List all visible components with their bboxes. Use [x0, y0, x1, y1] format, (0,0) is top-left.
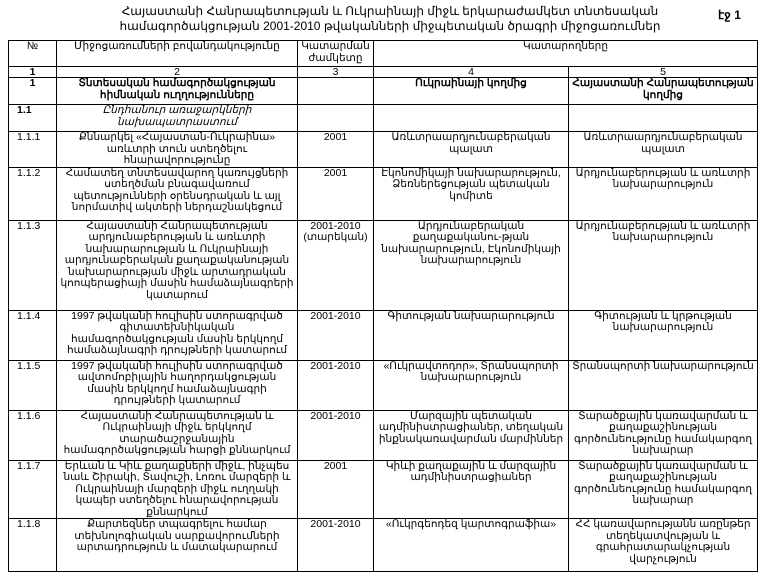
row-armenia-executor: Տարածքային կառավարման և քաղաքաշինության …	[568, 459, 758, 519]
measures-table: № Միջոցառումների բովանդակությունը Կատարմ…	[8, 40, 758, 572]
row-deadline: 2001	[297, 459, 374, 519]
row-deadline: 2001	[297, 131, 374, 168]
column-number: 2	[56, 66, 298, 78]
row-deadline: 2001-2010	[297, 518, 374, 572]
row-num: 1.1.4	[8, 309, 57, 361]
table-row: 1.1.3 Հայաստանի Հանրապետության արդյունաբե…	[8, 219, 758, 311]
row-ukraine-executor: Մարզային պետական ադմինիստրացիաներ, տեղակ…	[373, 409, 569, 461]
subsection-content: Ընդհանուր առաջարկների նախապատրաստում	[56, 104, 298, 132]
row-ukraine-executor: «Ուկրգեոդեզ կարտոգրաֆիա»	[373, 518, 569, 572]
column-number: 5	[568, 66, 758, 78]
row-content: Քարտեզներ տպագրելու համար տեխնոլոգիական …	[56, 518, 298, 572]
section-num: 1	[8, 77, 57, 105]
row-armenia-executor: Տարածքային կառավարման և քաղաքաշինության …	[568, 409, 758, 461]
header-deadline: Կատարման ժամկետը	[297, 40, 374, 67]
row-content: Երևան և Կիև քաղաքների միջև, ինչպես նաև Շ…	[56, 459, 298, 519]
row-deadline: 2001-2010	[297, 409, 374, 461]
table-row: 1.1.4 1997 թվականի հուլիսին ստորագրված գի…	[8, 309, 758, 361]
row-deadline: 2001	[297, 166, 374, 221]
row-content: Հայաստանի Հանրապետության և Ուկրաինայի մի…	[56, 409, 298, 461]
empty-cell	[373, 104, 569, 132]
row-ukraine-executor: Էկոնոմիկայի նախարարություն, Ձեռներեցությ…	[373, 166, 569, 221]
row-armenia-executor: Արդյունաբերության և առևտրի նախարարությու…	[568, 219, 758, 311]
empty-cell	[297, 104, 374, 132]
row-armenia-executor: Տրանսպորտի նախարարություն	[568, 359, 758, 411]
page-label: էջ 1	[718, 8, 741, 22]
column-number-row: 1 2 3 4 5	[8, 66, 758, 78]
row-ukraine-executor: Առևտրաարդյունաբերական պալատ	[373, 131, 569, 168]
subsection-num: 1.1	[8, 104, 57, 132]
row-num: 1.1.6	[8, 409, 57, 461]
row-num: 1.1.3	[8, 219, 57, 311]
table-row: 1.1.8 Քարտեզներ տպագրելու համար տեխնոլոգի…	[8, 518, 758, 572]
row-num: 1.1.2	[8, 166, 57, 221]
row-ukraine-executor: Կիևի քաղաքային և մարզային ադմինիստրացիան…	[373, 459, 569, 519]
row-ukraine-executor: Արդյունաբերական քաղաքականու-թյան նախարար…	[373, 219, 569, 311]
row-armenia-executor: Արդյունաբերության և առևտրի նախարարությու…	[568, 166, 758, 221]
row-armenia-executor: Առևտրաարդյունաբերական պալատ	[568, 131, 758, 168]
row-content: 1997 թվականի հուլիսին ստորագրված գիտատեխ…	[56, 309, 298, 361]
row-content: 1997 թվականի հուլիսին ստորագրված ավտոմոբ…	[56, 359, 298, 411]
section-content: Տնտեսական համագործակցության հիմնական ուղ…	[56, 77, 298, 105]
row-num: 1.1.7	[8, 459, 57, 519]
section-row: 1 Տնտեսական համագործակցության հիմնական ո…	[8, 77, 758, 105]
row-num: 1.1.5	[8, 359, 57, 411]
header-content: Միջոցառումների բովանդակությունը	[56, 40, 298, 67]
header-row: № Միջոցառումների բովանդակությունը Կատարմ…	[8, 40, 758, 67]
header-executors: Կատարողները	[373, 40, 758, 67]
table-row: 1.1.1 Քննարկել «Հայաստան-Ուկրաինա» առևտրի…	[8, 131, 758, 168]
row-deadline: 2001-2010	[297, 309, 374, 361]
document-title: Հայաստանի Հանրապետության և Ուկրաինայի մի…	[119, 4, 661, 33]
row-content: Քննարկել «Հայաստան-Ուկրաինա» առևտրի տուն…	[56, 131, 298, 168]
subsection-row: 1.1 Ընդհանուր առաջարկների նախապատրաստում	[8, 104, 758, 132]
table-row: 1.1.7 Երևան և Կիև քաղաքների միջև, ինչպես …	[8, 459, 758, 519]
row-num: 1.1.1	[8, 131, 57, 168]
row-armenia-executor: Գիտության և կրթության նախարարություն	[568, 309, 758, 361]
row-armenia-executor: ՀՀ կառավարությանն առընթեր տեղեկատվության…	[568, 518, 758, 572]
row-ukraine-executor: «Ուկրավտոդոր», Տրանսպորտի նախարարություն	[373, 359, 569, 411]
column-number: 1	[8, 66, 57, 78]
table-row: 1.1.5 1997 թվականի հուլիսին ստորագրված ավ…	[8, 359, 758, 411]
column-number: 4	[373, 66, 569, 78]
column-number: 3	[297, 66, 374, 78]
row-content: Համատեղ տնտեսավարող կառույցների ստեղծման…	[56, 166, 298, 221]
section-deadline	[297, 77, 374, 105]
section-ukraine: Ուկրաինայի կողմից	[373, 77, 569, 105]
row-deadline: 2001-2010	[297, 359, 374, 411]
row-ukraine-executor: Գիտության նախարարություն	[373, 309, 569, 361]
section-armenia: Հայաստանի Հանրապետության կողմից	[568, 77, 758, 105]
row-num: 1.1.8	[8, 518, 57, 572]
row-deadline: 2001-2010 (տարեկան)	[297, 219, 374, 311]
table-row: 1.1.2 Համատեղ տնտեսավարող կառույցների ստե…	[8, 166, 758, 221]
header-num: №	[8, 40, 57, 67]
row-content: Հայաստանի Հանրապետության արդյունաբերությ…	[56, 219, 298, 311]
empty-cell	[568, 104, 758, 132]
table-row: 1.1.6 Հայաստանի Հանրապետության և Ուկրաինա…	[8, 409, 758, 461]
